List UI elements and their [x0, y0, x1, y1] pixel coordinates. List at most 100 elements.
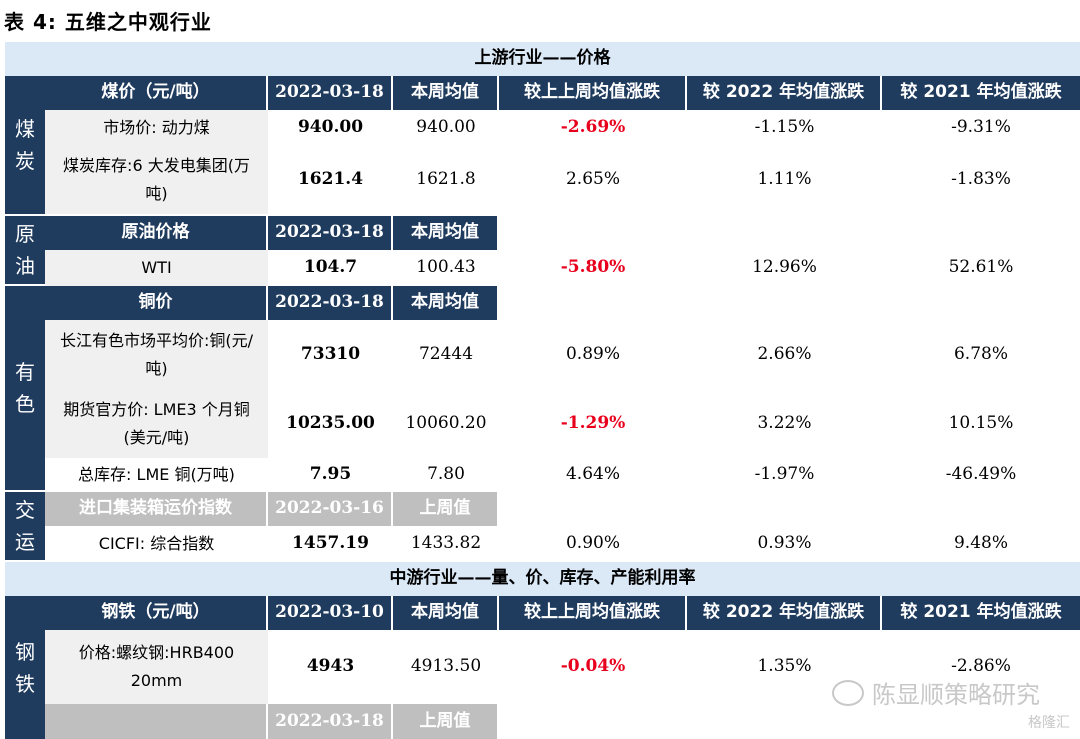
steel-header-avg: 本周均值 [393, 596, 499, 630]
side-coal-2: 炭 [15, 149, 35, 173]
row-wow: 0.90% [565, 533, 620, 554]
side-coal: 煤 炭 [5, 76, 45, 216]
row-wow: 0.89% [565, 344, 620, 365]
metal-header-name: 铜价 [45, 286, 268, 320]
row-label: 期货官方价: LME3 个月铜(美元/吨) [45, 390, 268, 458]
coal-header-row: 煤价（元/吨） 2022-03-18 本周均值 较上上周均值涨跌 较 2022 … [5, 76, 1080, 110]
row-label: 市场价: 动力煤 [45, 110, 268, 146]
row-current: 1621.4 [297, 169, 364, 190]
table-row: 长江有色市场平均价:铜(元/吨) 73310 72444 0.89% 2.66%… [5, 320, 1080, 390]
side-metal: 有 色 [5, 286, 45, 492]
coal-header-name: 煤价（元/吨） [45, 76, 268, 110]
row-y21: -2.86% [951, 656, 1011, 677]
coal-header-y22: 较 2022 年均值涨跌 [687, 76, 882, 110]
side-oil-1: 原 [15, 222, 35, 246]
steel-header-row: 钢铁（元/吨） 2022-03-10 本周均值 较上上周均值涨跌 较 2022 … [5, 596, 1080, 630]
table-row: 价格:螺纹钢:HRB400 20mm 4943 4913.50 -0.04% 1… [5, 630, 1080, 704]
wechat-icon [832, 679, 864, 706]
row-current: 1457.19 [292, 533, 369, 554]
row-y21: 6.78% [953, 344, 1008, 365]
oil-header-date: 2022-03-18 [268, 216, 393, 250]
oil-header-name: 原油价格 [45, 216, 268, 250]
row-current: 940.00 [297, 117, 364, 138]
row-y21: -46.49% [945, 464, 1017, 485]
table-row: 期货官方价: LME3 个月铜(美元/吨) 10235.00 10060.20 … [5, 390, 1080, 458]
row-wow: -5.80% [560, 257, 626, 278]
row-wow: -1.29% [560, 413, 626, 434]
oil-header-row: 原油价格 2022-03-18 本周均值 [5, 216, 1080, 250]
transport-header-date: 2022-03-16 [268, 492, 393, 526]
transport-header-name: 进口集装箱运价指数 [45, 492, 268, 526]
row-y22: -1.15% [754, 117, 815, 138]
row-avg: 10060.20 [405, 413, 487, 434]
row-y22: -1.97% [754, 464, 815, 485]
steel-subheader-blank [45, 704, 268, 739]
row-y21: -9.31% [951, 117, 1011, 138]
transport-header-row: 进口集装箱运价指数 2022-03-16 上周值 [5, 492, 1080, 526]
row-y21: 52.61% [948, 257, 1014, 278]
oil-header-avg: 本周均值 [393, 216, 499, 250]
table-title: 表 4: 五维之中观行业 [4, 10, 212, 34]
row-y22: 2.66% [757, 344, 812, 365]
metal-header-date: 2022-03-18 [268, 286, 393, 320]
steel-subheader-date: 2022-03-18 [268, 704, 393, 739]
side-oil-2: 油 [15, 254, 35, 278]
row-y22: 1.35% [757, 656, 812, 677]
row-wow: 2.65% [565, 169, 620, 190]
metal-header-row: 铜价 2022-03-18 本周均值 [5, 286, 1080, 320]
steel-subheader-row: 2022-03-18 上周值 [5, 704, 1080, 739]
row-y22: 0.93% [757, 533, 812, 554]
side-transport-1: 交 [15, 498, 35, 522]
coal-header-date: 2022-03-18 [268, 76, 393, 110]
side-steel: 钢 铁 [5, 596, 45, 739]
row-wow: -0.04% [560, 656, 626, 677]
row-y22: 1.11% [757, 169, 812, 190]
side-steel-2: 铁 [15, 671, 35, 696]
coal-header-y21: 较 2021 年均值涨跌 [882, 76, 1080, 110]
table-row: WTI 104.7 100.43 -5.80% 12.96% 52.61% [5, 250, 1080, 286]
row-current: 104.7 [303, 257, 358, 278]
watermark-sub: 格隆汇 [1028, 715, 1070, 731]
row-wow: -2.69% [560, 117, 626, 138]
row-avg: 4913.50 [410, 656, 482, 677]
table-row: 煤炭库存:6 大发电集团(万吨) 1621.4 1621.8 2.65% 1.1… [5, 146, 1080, 214]
coal-header-wow: 较上上周均值涨跌 [499, 76, 687, 110]
coal-header-avg: 本周均值 [393, 76, 499, 110]
transport-header-avg: 上周值 [393, 492, 499, 526]
steel-header-wow: 较上上周均值涨跌 [499, 596, 687, 630]
row-avg: 72444 [418, 344, 474, 365]
midstream-band: 中游行业——量、价、库存、产能利用率 [5, 562, 1080, 596]
upstream-band-label: 上游行业——价格 [5, 42, 1080, 76]
row-y21: 9.48% [953, 533, 1008, 554]
row-current: 4943 [306, 656, 355, 677]
row-label: 长江有色市场平均价:铜(元/吨) [45, 320, 268, 390]
watermark-text: 陈显顺策略研究 [872, 681, 1040, 709]
side-coal-1: 煤 [15, 117, 35, 141]
side-metal-2: 色 [15, 392, 35, 416]
row-label: 价格:螺纹钢:HRB400 20mm [45, 630, 268, 704]
row-y21: 10.15% [948, 413, 1014, 434]
side-transport: 交 运 [5, 492, 45, 562]
table-row: 市场价: 动力煤 940.00 940.00 -2.69% -1.15% -9.… [5, 110, 1080, 146]
row-y21: -1.83% [951, 169, 1011, 190]
row-label: 煤炭库存:6 大发电集团(万吨) [45, 146, 268, 214]
table-row: CICFI: 综合指数 1457.19 1433.82 0.90% 0.93% … [5, 526, 1080, 562]
table-row: 总库存: LME 铜(万吨) 7.95 7.80 4.64% -1.97% -4… [5, 458, 1080, 492]
row-avg: 1621.8 [416, 169, 476, 190]
row-avg: 7.80 [427, 464, 465, 485]
side-steel-1: 钢 [15, 639, 35, 664]
steel-header-date: 2022-03-10 [268, 596, 393, 630]
metal-header-avg: 本周均值 [393, 286, 499, 320]
watermark: 陈显顺策略研究 [832, 675, 1040, 710]
row-label: CICFI: 综合指数 [45, 526, 268, 562]
row-current: 10235.00 [286, 413, 375, 434]
steel-header-y21: 较 2021 年均值涨跌 [882, 596, 1080, 630]
upstream-band: 上游行业——价格 [5, 42, 1080, 76]
steel-header-y22: 较 2022 年均值涨跌 [687, 596, 882, 630]
row-wow: 4.64% [565, 464, 620, 485]
row-avg: 100.43 [416, 257, 476, 278]
steel-header-name: 钢铁（元/吨） [45, 596, 268, 630]
steel-subheader-prev: 上周值 [393, 704, 499, 739]
row-label: WTI [45, 250, 268, 286]
row-label: 总库存: LME 铜(万吨) [45, 458, 268, 492]
